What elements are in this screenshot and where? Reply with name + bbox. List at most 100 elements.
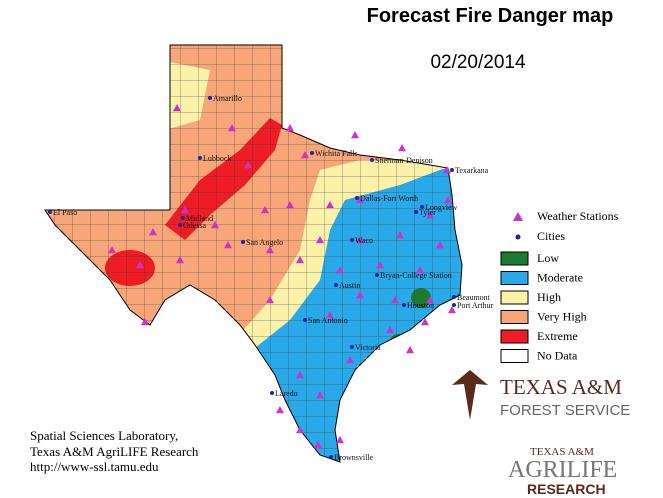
station	[513, 212, 523, 221]
city-label: San Angelo	[246, 238, 283, 247]
city-label: Amarillo	[213, 94, 242, 103]
credit-line: http://www-ssl.tamu.edu	[30, 459, 159, 474]
cities: Amarillo Lubbock Wichita Falls Sherman-Deni…	[48, 94, 494, 462]
legend-swatch	[500, 310, 529, 324]
city-dot	[350, 238, 354, 242]
legend-label: Extreme	[537, 329, 578, 343]
city-label: Sherman-Denison	[375, 156, 433, 165]
legend-label: No Data	[537, 348, 578, 362]
city-label: Longview	[425, 203, 458, 212]
city-dot	[178, 223, 182, 227]
city-dot	[452, 303, 456, 307]
city-dot	[48, 210, 52, 214]
station	[286, 124, 294, 132]
logo-text: TEXAS A&M	[500, 375, 622, 399]
city-label: Brownsville	[334, 453, 374, 462]
legend-label: Moderate	[537, 270, 583, 284]
credit-line: Texas A&M AgriLIFE Research	[30, 444, 199, 459]
station	[211, 221, 219, 229]
station	[336, 436, 344, 444]
legend-label: Low	[537, 251, 559, 265]
credits: Spatial Sciences Laboratory, Texas A&M A…	[30, 428, 199, 474]
city-label: Beaumont	[457, 293, 491, 302]
station	[421, 318, 429, 326]
station	[426, 296, 434, 304]
station	[296, 426, 304, 434]
city-dot	[208, 96, 212, 100]
legend-symbol	[515, 234, 521, 240]
station	[149, 228, 157, 236]
city-label: Victoria	[355, 343, 381, 352]
weather-stations	[108, 104, 456, 449]
station	[443, 166, 451, 174]
station	[176, 256, 184, 264]
city-dot	[270, 391, 274, 395]
date: 02/20/2014	[430, 52, 526, 73]
city-dot	[334, 283, 338, 287]
legend-label: Weather Stations	[537, 209, 619, 223]
legend-swatch	[500, 251, 529, 266]
station	[228, 124, 236, 132]
legend-swatch	[500, 271, 529, 285]
legend: Weather Stations Cities Low Moderate High Ver…	[500, 209, 619, 363]
station	[356, 236, 364, 244]
station	[296, 371, 304, 379]
legend-label: Cities	[537, 229, 565, 243]
station	[326, 201, 334, 209]
credit-line: Spatial Sciences Laboratory,	[30, 428, 178, 443]
station	[376, 261, 384, 269]
city-label: Austin	[339, 281, 360, 290]
city-label: Dallas-Fort Worth	[360, 194, 418, 203]
station	[406, 346, 414, 354]
city-dot	[402, 303, 406, 307]
city-label: Tyler	[419, 208, 436, 217]
station	[336, 266, 344, 274]
city-dot	[241, 240, 245, 244]
station	[296, 256, 304, 264]
city-label: Odessa	[183, 221, 207, 230]
legend-swatch	[500, 329, 529, 344]
station	[398, 144, 406, 152]
station	[141, 318, 149, 326]
logo-text: FOREST SERVICE	[500, 402, 630, 419]
city-label: Wichita Falls	[315, 149, 358, 158]
city-dot	[450, 168, 454, 172]
city-dot	[355, 196, 359, 200]
legend-label: High	[537, 290, 561, 304]
city-label: Houston	[407, 301, 434, 310]
station	[108, 246, 116, 254]
city-label: Waco	[355, 236, 373, 245]
city-dot	[420, 205, 424, 209]
city-dot	[414, 210, 418, 214]
city-dot	[198, 156, 202, 160]
city-label: Lubbock	[203, 154, 231, 163]
station	[356, 196, 364, 204]
station	[316, 236, 324, 244]
city-dot	[329, 455, 333, 459]
station	[266, 296, 274, 304]
logo-text: AGRILIFE	[508, 457, 617, 483]
city-label: Bryan-College Station	[380, 271, 452, 280]
station	[261, 206, 269, 214]
station	[396, 231, 404, 239]
city-label: San Antonio	[308, 316, 348, 325]
station	[266, 246, 274, 254]
station	[314, 441, 322, 449]
city-dot	[370, 158, 374, 162]
station	[346, 356, 354, 364]
station	[224, 241, 232, 249]
city-label: Midland	[186, 214, 213, 223]
station	[286, 201, 294, 209]
legend-swatch	[500, 290, 529, 305]
station	[448, 306, 456, 314]
logo-text: TEXAS A&M	[530, 446, 594, 458]
station	[386, 326, 394, 334]
city-label: Laredo	[275, 389, 298, 398]
logo-text: RESEARCH	[527, 481, 606, 497]
city-dot	[303, 318, 307, 322]
station	[416, 266, 424, 274]
title: Forecast Fire Danger map	[367, 5, 614, 27]
station	[276, 406, 284, 414]
